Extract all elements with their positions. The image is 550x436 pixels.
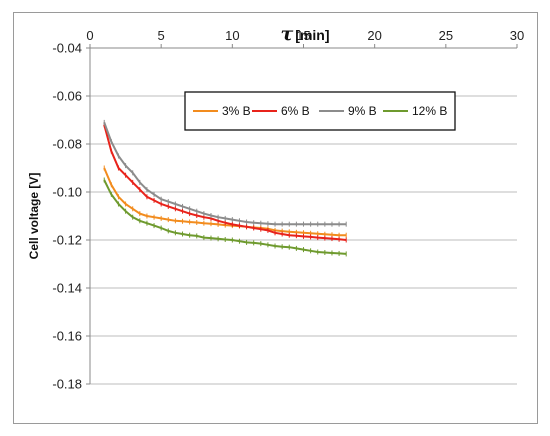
x-tick-label: 10 <box>225 28 239 43</box>
x-axis-unit: [min] <box>295 27 329 43</box>
x-axis-title: τ [min] <box>280 23 329 45</box>
y-tick-label: -0.12 <box>52 233 82 248</box>
x-tick-label: 0 <box>86 28 93 43</box>
legend-label: 6% B <box>281 104 310 118</box>
y-tick-label: -0.14 <box>52 281 82 296</box>
y-tick-label: -0.08 <box>52 137 82 152</box>
y-tick-label: -0.18 <box>52 377 82 392</box>
legend-label: 9% B <box>348 104 377 118</box>
y-tick-label: -0.10 <box>52 185 82 200</box>
x-tick-label: 25 <box>439 28 453 43</box>
x-tick-label: 30 <box>510 28 524 43</box>
chart-frame <box>13 12 538 424</box>
y-tick-label: -0.16 <box>52 329 82 344</box>
legend-label: 3% B <box>222 104 251 118</box>
x-tick-label: 20 <box>367 28 381 43</box>
y-axis-title: Cell voltage [V] <box>27 173 41 260</box>
x-tick-label: 15 <box>296 28 310 43</box>
y-tick-label: -0.06 <box>52 89 82 104</box>
legend-label: 12% B <box>412 104 447 118</box>
x-axis-symbol: τ <box>280 23 293 45</box>
x-tick-label: 5 <box>158 28 165 43</box>
series-line-9pct-b <box>103 122 347 226</box>
y-tick-label: -0.04 <box>52 41 82 56</box>
